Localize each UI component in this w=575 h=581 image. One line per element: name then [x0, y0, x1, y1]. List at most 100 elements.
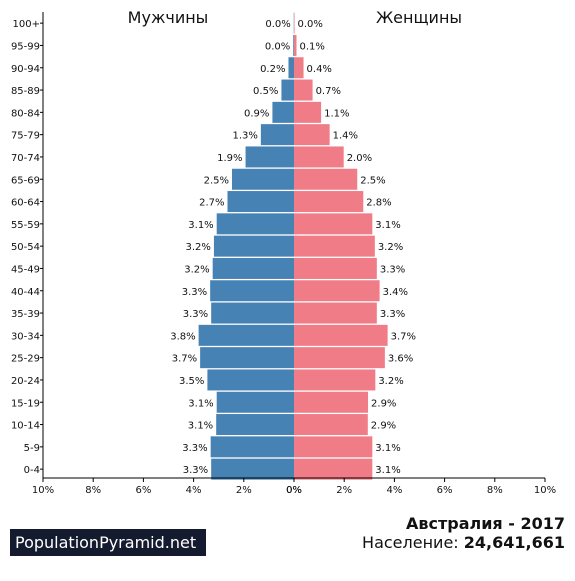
male-bar [293, 34, 294, 56]
female-value-label: 2.5% [360, 175, 385, 186]
female-value-label: 2.0% [347, 153, 372, 164]
female-bar [294, 414, 368, 436]
x-tick-label: 6% [135, 485, 151, 496]
male-value-label: 3.2% [186, 242, 211, 253]
male-value-label: 0.9% [244, 108, 269, 119]
age-group-label: 55-59 [11, 220, 40, 231]
age-group-label: 45-49 [11, 264, 40, 275]
male-value-label: 3.1% [188, 398, 213, 409]
female-value-label: 2.9% [371, 398, 396, 409]
country-year-title: Австралия - 2017 [405, 514, 565, 533]
x-tick-label: 2% [236, 485, 252, 496]
male-side-label: Мужчины [128, 8, 209, 27]
male-value-label: 3.1% [188, 220, 213, 231]
male-value-label: 3.3% [183, 309, 208, 320]
male-value-label: 1.3% [232, 131, 257, 142]
age-group-label: 25-29 [11, 354, 40, 365]
value-labels-layer: 0.0% 0.0% 0.0% 0.1% 0.2% 0.4% 0.5% 0.7% 0.9% 1.1%… [170, 19, 416, 476]
population-value: 24,641,661 [463, 533, 565, 552]
male-bar [211, 302, 294, 324]
population-pyramid-chart: 0.0% 0.0% 0.0% 0.1% 0.2% 0.4% 0.5% 0.7% 0.9% 1.1%… [11, 8, 556, 496]
male-bar [212, 257, 294, 279]
male-value-label: 3.3% [183, 465, 208, 476]
male-value-label: 0.5% [253, 86, 278, 97]
age-group-label: 50-54 [11, 242, 40, 253]
female-bar [294, 257, 377, 279]
female-bar [294, 146, 344, 168]
female-value-label: 3.6% [388, 354, 413, 365]
male-bar [260, 124, 294, 146]
female-value-label: 0.1% [300, 41, 325, 52]
male-value-label: 3.7% [172, 354, 197, 365]
x-tick-label: 0% [286, 485, 302, 496]
male-bar [232, 168, 294, 190]
female-value-label: 3.1% [375, 443, 400, 454]
male-value-label: 3.3% [182, 287, 207, 298]
female-bar [294, 79, 313, 101]
male-bar [281, 79, 294, 101]
age-group-label: 85-89 [11, 86, 40, 97]
male-bar [245, 146, 294, 168]
age-group-label: 35-39 [11, 309, 40, 320]
male-bar [227, 191, 294, 213]
female-bar [294, 191, 364, 213]
male-bar [200, 347, 294, 369]
male-value-label: 0.0% [265, 41, 290, 52]
male-bar [207, 369, 294, 391]
male-bar [272, 101, 294, 123]
male-value-label: 3.5% [179, 376, 204, 387]
brand-logo[interactable]: PopulationPyramid.net [10, 529, 206, 556]
female-value-label: 3.1% [375, 465, 400, 476]
female-bar [294, 458, 373, 480]
female-value-label: 2.8% [366, 198, 391, 209]
male-value-label: 0.0% [265, 19, 290, 30]
female-bar [294, 34, 297, 56]
female-value-label: 0.0% [298, 19, 323, 30]
female-bar [294, 436, 373, 458]
female-bar [294, 369, 376, 391]
x-tick-label: 10% [534, 485, 556, 496]
male-bar [216, 391, 294, 413]
age-group-label: 95-99 [11, 41, 40, 52]
age-group-label: 60-64 [11, 198, 40, 209]
x-tick-label: 8% [487, 485, 503, 496]
female-value-label: 1.1% [324, 108, 349, 119]
age-group-label: 40-44 [11, 287, 40, 298]
age-group-label: 10-14 [11, 421, 40, 432]
male-value-label: 0.2% [260, 64, 285, 75]
male-bar [211, 458, 294, 480]
male-value-label: 3.3% [182, 443, 207, 454]
female-value-label: 1.4% [333, 131, 358, 142]
female-value-label: 3.7% [391, 331, 416, 342]
male-value-label: 3.1% [188, 421, 213, 432]
age-group-label: 20-24 [11, 376, 40, 387]
female-bar [294, 302, 377, 324]
male-value-label: 3.2% [184, 264, 209, 275]
population-line: Население: 24,641,661 [362, 533, 565, 552]
age-group-label: 0-4 [24, 465, 40, 476]
x-tick-label: 2% [336, 485, 352, 496]
x-tick-label: 10% [32, 485, 54, 496]
age-group-label: 80-84 [11, 108, 40, 119]
age-group-label: 100+ [13, 19, 40, 30]
male-bar [210, 436, 294, 458]
female-value-label: 0.4% [307, 64, 332, 75]
x-tick-label: 4% [386, 485, 402, 496]
male-bar [216, 213, 294, 235]
female-bar [294, 213, 373, 235]
female-side-label: Женщины [376, 8, 462, 27]
female-bar [294, 12, 295, 34]
male-value-label: 3.8% [170, 331, 195, 342]
male-bar [216, 414, 294, 436]
age-labels-layer: 100+ 95-99 90-94 85-89 80-84 75-79 70-74 65-69 6… [11, 19, 40, 476]
female-value-label: 0.7% [316, 86, 341, 97]
female-bar [294, 124, 330, 146]
male-value-label: 2.7% [199, 198, 224, 209]
axes-layer: 10% 8% 6% 4% 2% 0%0% 2% 4% 6% 8% 10% [32, 12, 556, 496]
x-tick-label: 0% [286, 485, 302, 496]
male-value-label: 2.5% [204, 175, 229, 186]
female-value-label: 3.2% [378, 242, 403, 253]
female-bar [294, 324, 388, 346]
male-bar [198, 324, 294, 346]
female-value-label: 2.9% [371, 421, 396, 432]
